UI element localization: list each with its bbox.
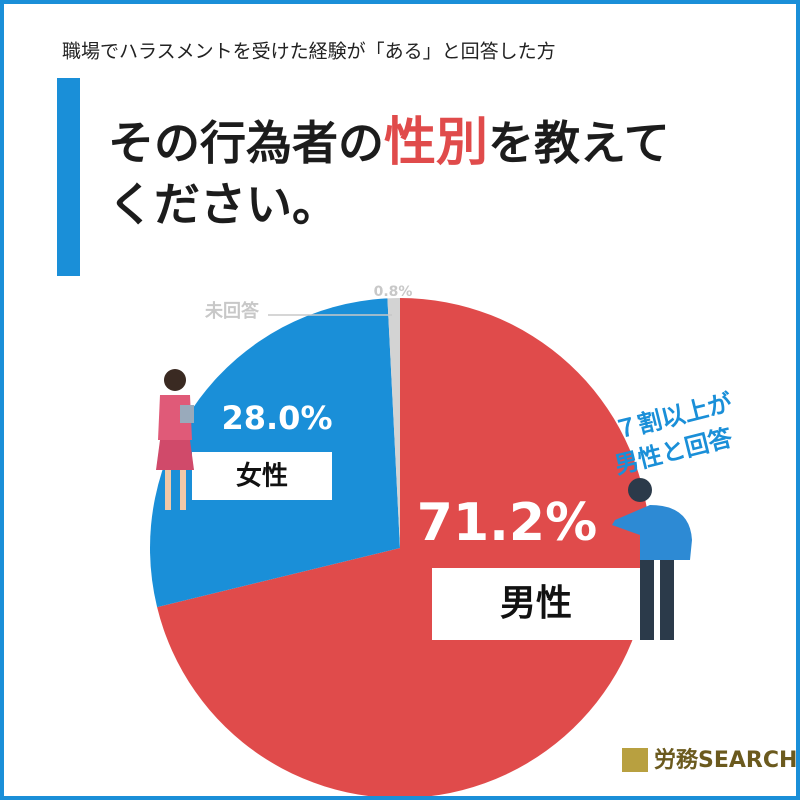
category-label: 男性	[500, 583, 572, 624]
category-label: 女性	[236, 461, 288, 492]
category-label: 未回答	[205, 300, 260, 322]
logo-icon	[622, 748, 648, 772]
pie-slice	[387, 298, 400, 548]
accent-bar	[57, 78, 80, 276]
title-highlight: 性別	[384, 113, 488, 173]
pie-slice	[157, 298, 650, 798]
man-figure	[612, 478, 692, 640]
logo-text: 労務SEARCH	[654, 747, 797, 773]
value-label: 71.2%	[417, 493, 597, 553]
value-label: 0.8%	[374, 284, 413, 300]
title-part: を教えて	[488, 116, 670, 170]
title-part: その行為者の	[108, 116, 384, 170]
value-label: 28.0%	[221, 399, 332, 437]
subtitle: 職場でハラスメントを受けた経験が「ある」と回答した方	[62, 41, 556, 63]
label-box	[432, 568, 640, 640]
woman-figure	[156, 369, 194, 510]
title-line2: ください。	[108, 178, 338, 232]
title: その行為者の性別を教えて	[108, 113, 670, 173]
logo: 労務SEARCH	[622, 747, 797, 773]
label-box	[192, 452, 332, 500]
